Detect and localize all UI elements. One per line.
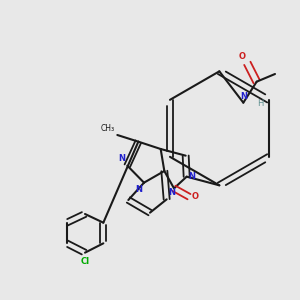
Text: N: N: [118, 154, 125, 163]
Text: N: N: [135, 185, 142, 194]
Text: H: H: [257, 99, 264, 108]
Text: Cl: Cl: [80, 257, 90, 266]
Text: N: N: [189, 172, 196, 181]
Text: N: N: [169, 188, 176, 197]
Text: N: N: [240, 92, 247, 101]
Text: O: O: [192, 192, 199, 201]
Text: O: O: [238, 52, 245, 61]
Text: CH₃: CH₃: [100, 124, 114, 133]
